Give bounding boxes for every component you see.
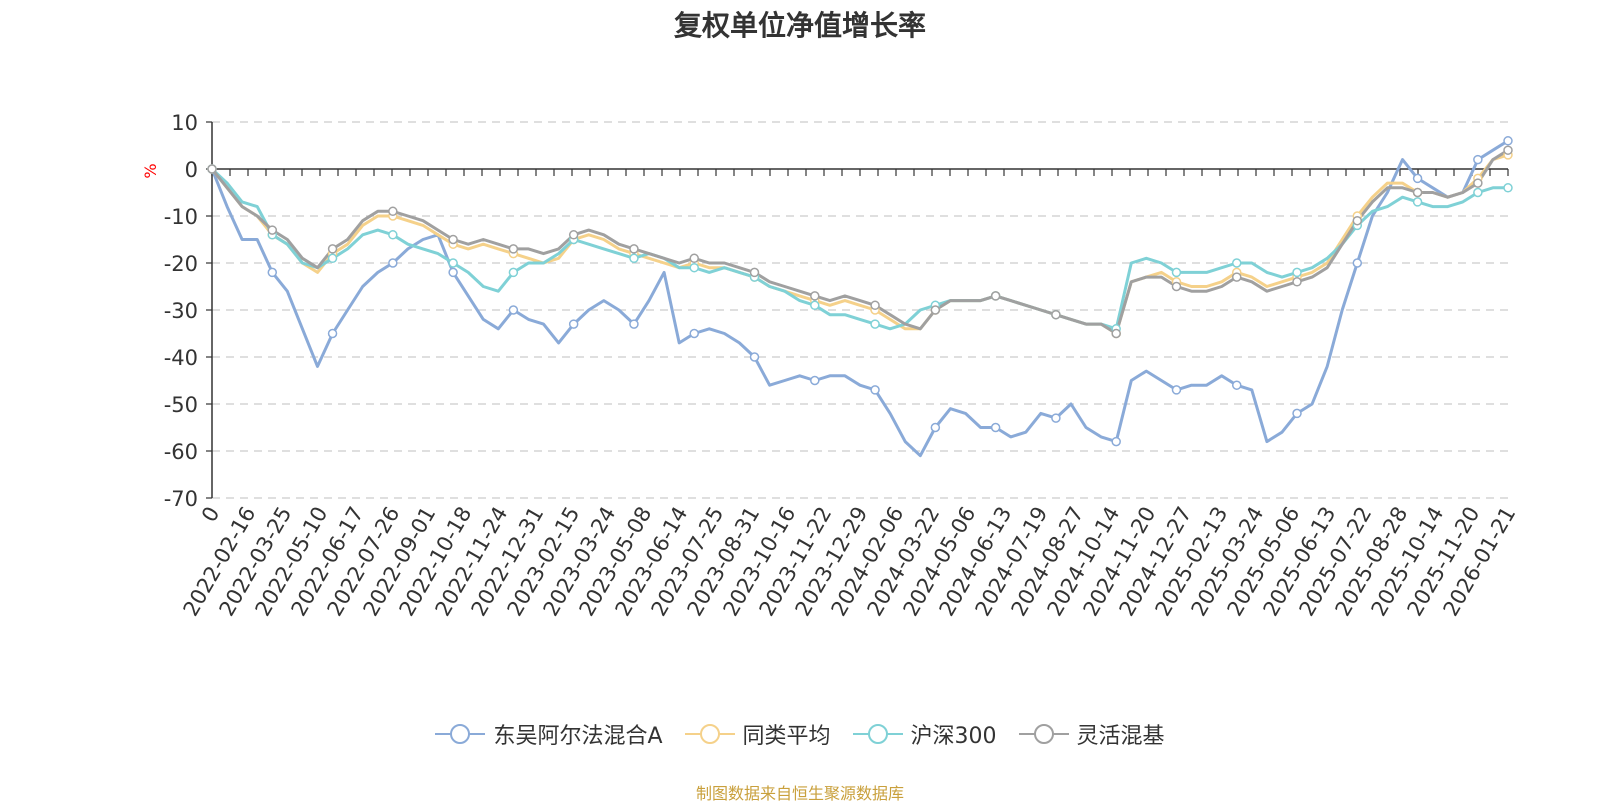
legend-swatch xyxy=(852,724,903,744)
data-point xyxy=(810,375,820,386)
series-line xyxy=(210,139,1509,458)
data-point xyxy=(448,234,458,245)
legend-item[interactable]: 灵活混基 xyxy=(1018,718,1165,750)
y-tick-label: 0 xyxy=(185,158,198,182)
data-point xyxy=(930,422,941,433)
chart-title: 复权单位净值增长率 xyxy=(673,9,926,42)
data-point xyxy=(327,253,338,264)
axes: 100-10-20-30-40-50-60-70%02022-02-162022… xyxy=(141,111,1520,620)
data-point xyxy=(267,225,278,235)
data-point xyxy=(990,422,1001,433)
data-point xyxy=(508,244,519,254)
data-point xyxy=(1111,436,1121,447)
series-lines xyxy=(210,139,1509,458)
data-point xyxy=(990,291,1001,301)
data-point xyxy=(1292,267,1302,278)
y-axis-unit: % xyxy=(141,163,160,178)
legend-label: 沪深300 xyxy=(910,724,997,749)
data-point xyxy=(1051,309,1061,320)
data-point xyxy=(207,164,217,174)
data-point xyxy=(388,258,398,268)
data-point xyxy=(508,267,519,278)
y-tick-label: -20 xyxy=(164,252,198,276)
data-point xyxy=(568,319,579,329)
data-point xyxy=(870,300,880,311)
data-point xyxy=(327,328,338,339)
data-point xyxy=(749,267,760,278)
data-point xyxy=(629,244,639,254)
data-point xyxy=(1503,183,1513,193)
data-point xyxy=(870,319,880,329)
data-point xyxy=(508,305,519,315)
data-point xyxy=(1352,258,1363,268)
data-point xyxy=(1231,272,1242,282)
y-tick-label: -40 xyxy=(164,346,198,370)
data-point xyxy=(448,258,458,268)
data-point xyxy=(1412,187,1423,198)
data-point xyxy=(1171,385,1182,395)
data-point xyxy=(930,305,941,315)
data-point xyxy=(1473,154,1483,165)
y-tick-label: -60 xyxy=(164,440,198,464)
data-point xyxy=(1412,173,1423,184)
x-tick-label: 0 xyxy=(197,503,224,527)
data-point xyxy=(1473,178,1483,188)
data-point xyxy=(629,253,639,264)
line-chart: 100-10-20-30-40-50-60-70%02022-02-162022… xyxy=(141,111,1520,620)
legend-swatch xyxy=(684,724,735,744)
legend-label: 同类平均 xyxy=(742,724,831,749)
data-point xyxy=(1111,328,1121,339)
source-note: 制图数据来自恒生聚源数据库 xyxy=(695,784,904,803)
series-markers xyxy=(207,136,1513,447)
y-tick-label: 10 xyxy=(171,111,198,135)
legend-item[interactable]: 沪深300 xyxy=(852,718,997,750)
data-point xyxy=(689,253,699,264)
data-point xyxy=(1231,258,1242,268)
series-line xyxy=(210,167,1508,331)
data-point xyxy=(810,291,820,301)
legend-item[interactable]: 东吴阿尔法混合A xyxy=(435,718,663,750)
grid-lines xyxy=(212,121,1508,499)
y-tick-label: -50 xyxy=(164,393,198,417)
data-point xyxy=(689,262,699,273)
chart-legend: 东吴阿尔法混合A 同类平均 沪深300 灵活混基 xyxy=(0,718,1600,750)
data-point xyxy=(267,267,278,278)
series-line xyxy=(210,153,1509,335)
legend-label: 灵活混基 xyxy=(1076,724,1165,749)
legend-swatch xyxy=(435,724,486,744)
data-point xyxy=(448,267,458,278)
y-tick-label: -10 xyxy=(164,205,198,229)
data-point xyxy=(689,328,699,339)
data-point xyxy=(1473,187,1483,198)
data-point xyxy=(388,206,398,217)
data-point xyxy=(1171,267,1182,278)
data-point xyxy=(1503,136,1513,146)
data-point xyxy=(1292,408,1302,419)
data-point xyxy=(1231,380,1242,390)
data-point xyxy=(327,244,338,254)
y-tick-label: -30 xyxy=(164,299,198,323)
data-point xyxy=(1051,413,1061,423)
legend-label: 东吴阿尔法混合A xyxy=(493,724,663,749)
data-point xyxy=(1171,281,1182,292)
legend-swatch xyxy=(1018,724,1069,744)
legend-item[interactable]: 同类平均 xyxy=(684,718,831,750)
data-point xyxy=(1352,215,1363,226)
data-point xyxy=(870,385,880,395)
data-point xyxy=(749,352,760,362)
data-point xyxy=(1292,277,1302,287)
y-tick-label: -70 xyxy=(164,487,198,511)
series-line xyxy=(210,148,1509,335)
data-point xyxy=(1412,197,1423,207)
data-point xyxy=(629,319,639,329)
data-point xyxy=(388,230,398,240)
data-point xyxy=(568,230,579,240)
data-point xyxy=(810,300,820,311)
data-point xyxy=(1503,145,1513,155)
